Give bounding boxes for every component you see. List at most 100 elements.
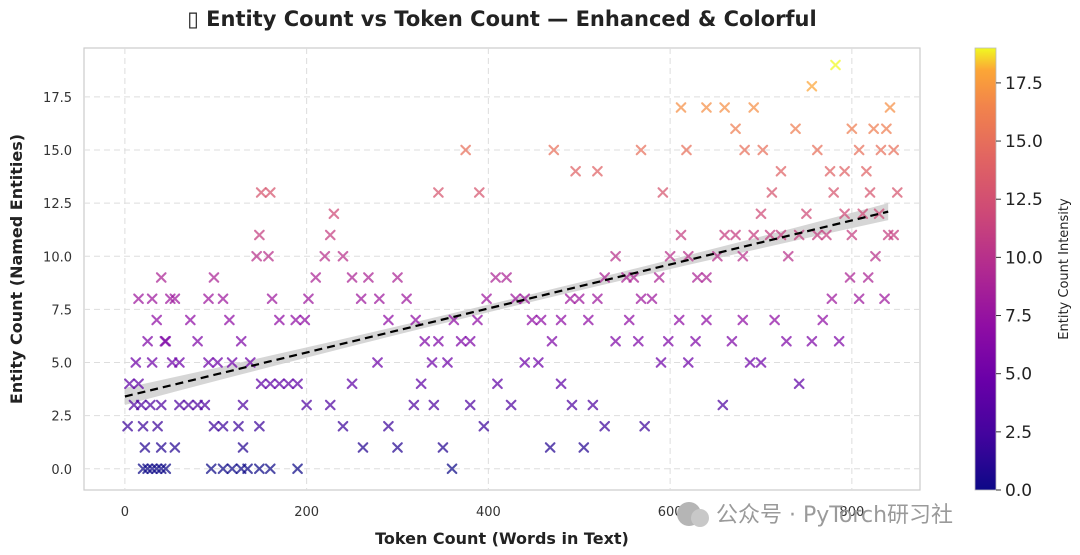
data-point [346,378,358,390]
data-point [472,314,483,326]
data-point [264,463,276,475]
data-point [861,165,872,177]
data-point [790,123,801,135]
data-point [519,293,531,305]
data-point [555,314,567,326]
data-point [203,293,214,305]
x-axis-ticks: 0 200 400 600 800 [121,505,865,520]
data-point [299,314,311,326]
data-point [868,123,880,135]
data-point [446,463,458,475]
data-point [846,123,858,135]
data-point [263,250,274,262]
data-point [159,335,171,347]
data-point [251,250,263,262]
data-point [166,357,178,368]
data-point [324,399,336,411]
points-layer [122,59,903,475]
y-axis-ticks: 0.0 2.5 5.0 7.5 10.0 12.5 15.0 17.5 [43,91,72,478]
data-point [632,335,644,347]
data-point [888,144,899,156]
data-point [357,442,369,453]
data-point [635,144,647,156]
data-point [217,293,229,305]
data-point [824,165,836,177]
y-tick-label: 2.5 [51,410,72,425]
data-point [254,463,265,475]
data-point [875,144,887,156]
data-point [587,399,599,411]
data-point [142,335,153,347]
data-point [719,102,730,113]
data-point [242,463,253,475]
data-point [383,314,394,326]
data-point [383,420,394,432]
data-point [744,357,756,368]
data-point [664,250,676,262]
data-point [192,335,203,347]
data-point [748,229,760,241]
data-point [573,293,585,305]
data-point [884,102,896,113]
colorbar-tick-label: 10.0 [1005,248,1043,268]
data-point [130,357,142,368]
data-point [782,250,794,262]
data-point [264,187,276,198]
x-tick-label: 400 [476,505,501,520]
x-tick-label: 600 [658,505,683,520]
data-point [490,272,501,283]
data-point [155,272,167,283]
data-point [781,335,792,347]
data-point [292,463,303,475]
data-point [564,293,576,305]
y-axis-label: Entity Count (Named Entities) [7,134,26,404]
data-point [535,314,547,326]
data-point [817,314,829,326]
data-point [806,335,818,347]
data-point [690,335,701,347]
data-point [833,335,845,347]
data-point [428,399,440,411]
data-point [255,187,267,198]
data-point [566,399,578,411]
data-point [839,165,850,177]
data-point [675,102,687,113]
colorbar-label: Entity Count Intensity [1057,198,1072,340]
data-point [737,250,749,262]
data-point [437,442,449,453]
data-point [146,357,158,368]
data-point [226,357,238,368]
data-point [401,293,412,305]
colorbar-tick-label: 15.0 [1005,132,1043,152]
data-point [235,335,247,347]
data-point [137,420,149,432]
data-point [806,80,818,92]
data-point [169,442,181,453]
data-point [811,229,823,241]
data-point [635,293,647,305]
colorbar-tick-label: 0.0 [1005,481,1032,501]
data-point [415,378,427,390]
data-point [739,144,750,156]
data-point [891,187,903,198]
data-point [373,293,385,305]
data-point [653,272,665,283]
data-point [337,250,349,262]
data-point [292,378,303,390]
data-point [264,378,276,390]
x-tick-label: 0 [121,505,129,520]
y-tick-label: 5.0 [51,357,72,372]
data-point [839,208,850,220]
data-point [526,314,538,326]
data-point [764,229,776,241]
colorbar-gradient [974,47,997,491]
data-point [442,357,453,368]
data-point [881,123,892,135]
data-point [128,399,140,411]
data-point [828,187,840,198]
y-tick-label: 0.0 [51,463,72,478]
data-point [755,208,767,220]
trendline [124,210,889,398]
data-point [155,399,167,411]
